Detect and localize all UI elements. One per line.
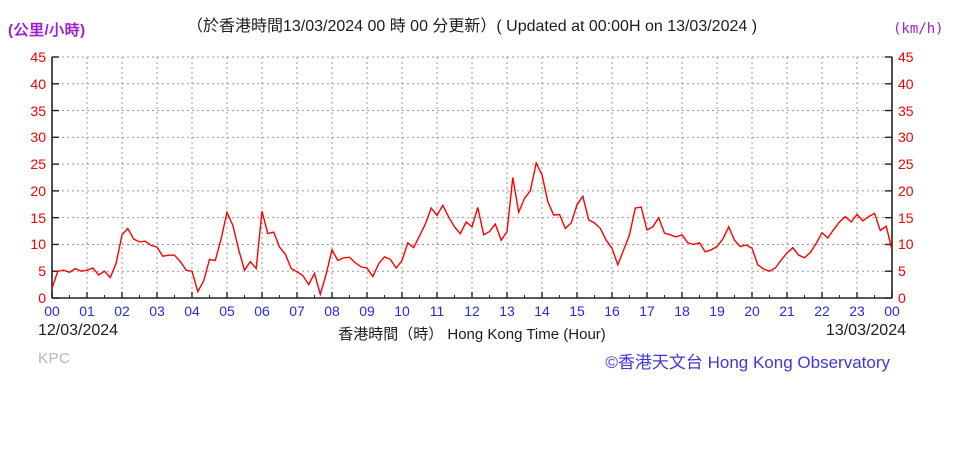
x-axis-date-end: 13/03/2024 <box>825 322 906 339</box>
y-tick-label-right: 5 <box>898 263 906 280</box>
x-tick-label: 22 <box>814 303 830 319</box>
x-tick-label: 06 <box>254 303 270 319</box>
x-axis-date-start: 12/03/2024 <box>38 322 119 339</box>
station-code-label: KPC <box>38 350 71 367</box>
x-tick-label: 05 <box>219 303 235 319</box>
x-axis-title: 香港時間（時） Hong Kong Time (Hour) <box>338 326 606 343</box>
x-tick-label: 11 <box>429 303 445 319</box>
y-tick-label-left: 35 <box>30 102 46 119</box>
y-tick-label-left: 30 <box>30 129 46 146</box>
y-tick-label-left: 45 <box>30 49 46 65</box>
y-tick-label-right: 40 <box>898 75 914 92</box>
x-tick-label: 03 <box>149 303 165 319</box>
x-tick-label: 13 <box>499 303 515 319</box>
x-tick-label: 10 <box>394 303 410 319</box>
x-tick-label: 12 <box>464 303 480 319</box>
wind-speed-line <box>51 160 893 297</box>
x-tick-label: 17 <box>639 303 655 319</box>
x-tick-label: 14 <box>534 303 550 319</box>
y-axis-unit-right: (km/h) <box>893 21 944 37</box>
y-tick-label-left: 20 <box>30 182 46 199</box>
x-tick-label: 16 <box>604 303 620 319</box>
x-tick-label: 23 <box>849 303 865 319</box>
y-tick-label-right: 10 <box>898 236 914 253</box>
x-tick-label: 01 <box>79 303 95 319</box>
y-tick-label-left: 0 <box>38 290 46 306</box>
x-tick-label: 21 <box>779 303 795 319</box>
x-tick-label: 00 <box>884 303 900 319</box>
y-tick-label-left: 40 <box>30 75 46 92</box>
y-tick-label-right: 0 <box>898 290 906 306</box>
y-tick-label-right: 15 <box>898 209 914 226</box>
y-tick-label-right: 35 <box>898 102 914 119</box>
x-tick-label: 09 <box>359 303 375 319</box>
x-tick-label: 15 <box>569 303 585 319</box>
y-tick-label-left: 15 <box>30 209 46 226</box>
x-tick-label: 04 <box>184 303 200 319</box>
y-tick-label-left: 10 <box>30 236 46 253</box>
y-tick-label-right: 45 <box>898 49 914 65</box>
y-tick-label-left: 5 <box>38 263 46 280</box>
x-tick-label: 18 <box>674 303 690 319</box>
chart-title: （於香港時間13/03/2024 00 時 00 分更新）( Updated a… <box>186 18 758 35</box>
x-tick-label: 02 <box>114 303 130 319</box>
y-tick-label-right: 25 <box>898 156 914 173</box>
y-tick-label-left: 25 <box>30 156 46 173</box>
x-tick-label: 08 <box>324 303 340 319</box>
x-tick-label: 19 <box>709 303 725 319</box>
copyright-label: ©香港天文台 Hong Kong Observatory <box>605 353 890 372</box>
y-tick-label-right: 20 <box>898 182 914 199</box>
x-tick-label: 07 <box>289 303 305 319</box>
y-axis-unit-left: (公里/小時) <box>8 22 86 39</box>
wind-speed-chart <box>51 56 893 299</box>
y-tick-label-right: 30 <box>898 129 914 146</box>
x-tick-label: 20 <box>744 303 760 319</box>
x-tick-label: 00 <box>44 303 60 319</box>
